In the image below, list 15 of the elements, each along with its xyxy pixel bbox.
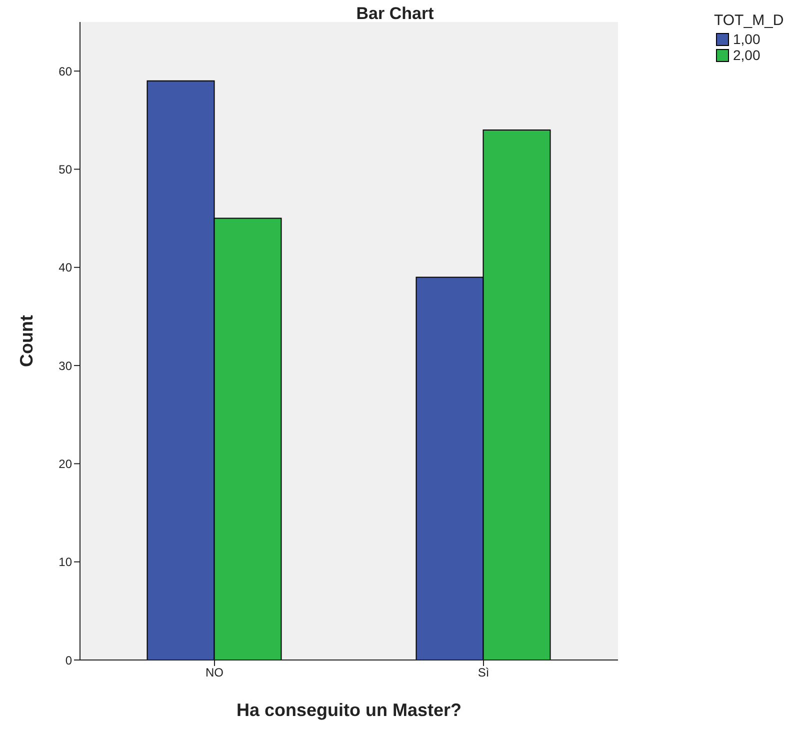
y-tick-label: 50: [58, 162, 72, 176]
x-axis-title: Ha conseguito un Master?: [236, 700, 462, 720]
legend-label: 2,00: [732, 47, 762, 63]
y-tick-label: 40: [58, 260, 72, 275]
y-tick-label: 60: [58, 64, 72, 78]
y-tick-label: 10: [58, 555, 72, 570]
y-axis-title: Count: [16, 315, 36, 367]
y-tick-label: 20: [58, 456, 72, 471]
y-tick-label: 0: [65, 653, 72, 668]
legend-title: TOT_M_D: [714, 12, 785, 29]
chart-title: Bar Chart: [355, 4, 435, 24]
x-tick-label: Sì: [478, 666, 490, 680]
x-tick-label: NO: [206, 666, 224, 680]
legend-label: 1,00: [732, 31, 762, 47]
y-tick-label: 30: [58, 358, 72, 373]
